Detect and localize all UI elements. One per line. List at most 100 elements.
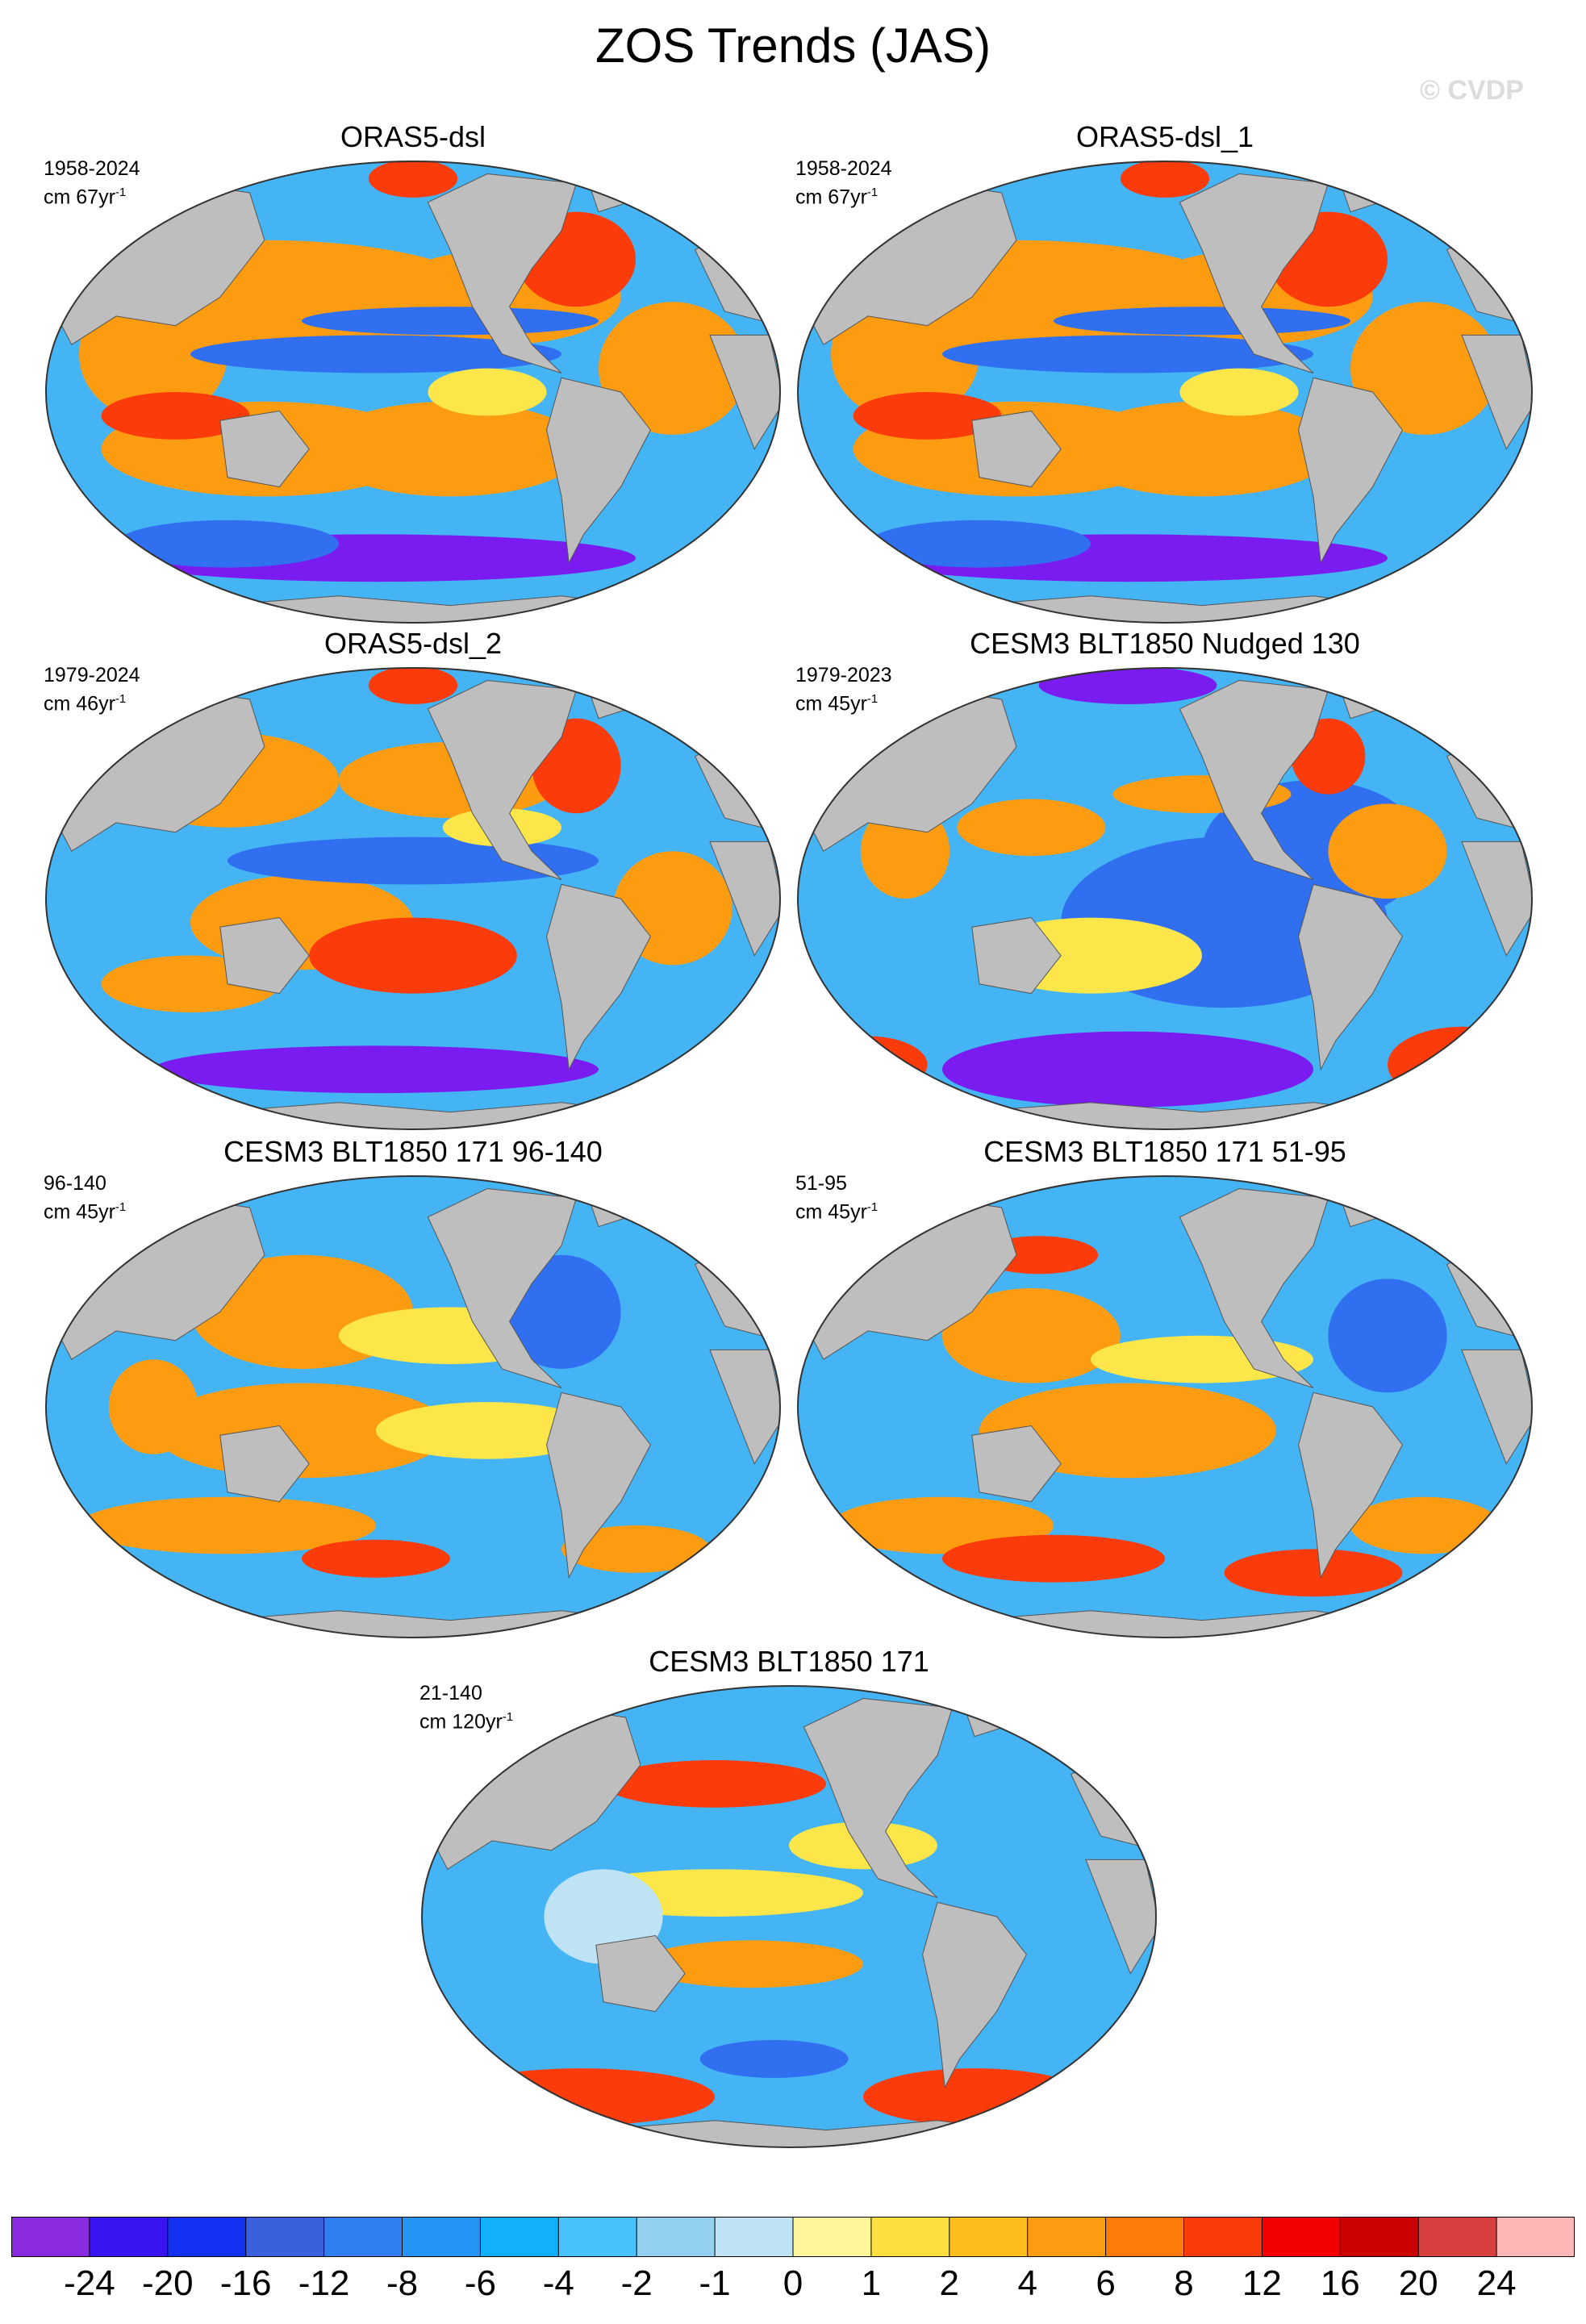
trend-region [942, 335, 1313, 373]
trend-region [447, 2068, 715, 2126]
landmass [709, 334, 780, 450]
colorbar-swatch [793, 2217, 872, 2257]
panel-title: ORAS5-dsl [340, 120, 486, 153]
panel-period: 21-140 [419, 1682, 482, 1704]
colorbar-label: -24 [64, 2264, 115, 2303]
map-panel-4: CESM3 BLT1850 Nudged 130 1979-2023 cm 45… [794, 628, 1536, 1136]
trend-region [422, 1686, 1156, 2147]
map-outline [797, 667, 1533, 1130]
trend-region [116, 519, 339, 568]
panel-units: cm 67yr-1 [44, 181, 140, 209]
figure-title: ZOS Trends (JAS) [595, 19, 991, 73]
trend-region [101, 392, 250, 440]
landmass [546, 377, 651, 565]
panel-meta: 1979-2023 cm 45yr-1 [795, 663, 892, 716]
trend-region [957, 799, 1106, 857]
colorbar-label: 0 [783, 2264, 803, 2303]
panel-period: 1958-2024 [795, 157, 892, 180]
panel-meta: 1979-2024 cm 46yr-1 [44, 663, 140, 716]
units-text: cm 45yr [795, 692, 867, 716]
panel-meta: 1958-2024 cm 67yr-1 [44, 156, 140, 209]
colorbar-swatch [323, 2217, 403, 2257]
trend-region [942, 1288, 1121, 1383]
trend-region [1120, 161, 1210, 198]
units-exponent: -1 [866, 1200, 879, 1214]
trend-region [190, 335, 561, 373]
panel-meta: 51-95 cm 45yr-1 [795, 1171, 878, 1224]
trend-region [1328, 803, 1447, 899]
world-map [421, 1685, 1157, 2148]
trend-region [868, 519, 1091, 568]
colorbar-swatch [11, 2217, 90, 2257]
panel-title: CESM3 BLT1850 171 96-140 [223, 1135, 603, 1168]
colorbar-label: 6 [1096, 2264, 1116, 2303]
colorbar-label: -2 [620, 2264, 653, 2303]
units-text: cm 46yr [44, 692, 115, 716]
trend-region [302, 307, 599, 336]
panel-title: ORAS5-dsl_1 [1075, 120, 1254, 153]
trend-region [561, 1525, 710, 1573]
colorbar-swatch [1027, 2217, 1107, 2257]
colorbar-label: 8 [1174, 2264, 1194, 2303]
trend-region [853, 392, 1002, 440]
trend-region [699, 2039, 849, 2078]
colorbar-label: 1 [861, 2264, 882, 2303]
panel-meta: 96-140 cm 45yr-1 [44, 1171, 126, 1224]
trend-region [603, 1760, 826, 1808]
world-map [797, 161, 1533, 624]
colorbar-swatch [870, 2217, 950, 2257]
units-text: cm 67yr [44, 186, 115, 209]
map-panel-2: ORAS5-dsl_1 1958-2024 cm 67yr-1 [794, 121, 1536, 629]
units-text: cm 45yr [44, 1200, 115, 1224]
panel-period: 51-95 [795, 1172, 847, 1195]
panel-meta: 21-140 cm 120yr-1 [419, 1681, 513, 1734]
panel-title: ORAS5-dsl_2 [323, 627, 503, 660]
landmass [219, 410, 310, 488]
world-map [797, 667, 1533, 1130]
landmass [971, 410, 1062, 488]
colorbar-swatch [245, 2217, 325, 2257]
landmass [546, 883, 651, 1071]
colorbar-label: 20 [1398, 2264, 1438, 2303]
colorbar-swatch [558, 2217, 637, 2257]
units-exponent: -1 [115, 1200, 127, 1214]
units-text: cm 120yr [419, 1710, 503, 1734]
world-map [45, 1175, 781, 1638]
panel-title: CESM3 BLT1850 171 51-95 [983, 1135, 1346, 1168]
colorbar-label: 4 [1017, 2264, 1037, 2303]
trend-region [79, 287, 227, 421]
colorbar-swatch [636, 2217, 716, 2257]
colorbar-swatch [167, 2217, 247, 2257]
panel-units: cm 45yr-1 [44, 1195, 126, 1224]
landmass [709, 1349, 780, 1465]
colorbar-label: 12 [1242, 2264, 1282, 2303]
units-text: cm 67yr [795, 186, 867, 209]
landmass [1085, 1859, 1156, 1975]
units-exponent: -1 [502, 1710, 514, 1724]
trend-region [368, 161, 458, 198]
colorbar-label: -20 [142, 2264, 194, 2303]
colorbar-swatch [480, 2217, 559, 2257]
colorbar-swatch [949, 2217, 1029, 2257]
landmass [219, 916, 310, 995]
colorbar-swatch [1262, 2217, 1341, 2257]
colorbar-label: -4 [542, 2264, 574, 2303]
trend-region [1054, 307, 1350, 336]
trend-region [831, 287, 979, 421]
trend-region [153, 1045, 599, 1094]
colorbar-label: -8 [386, 2264, 419, 2303]
map-outline [421, 1685, 1157, 2148]
trend-region [428, 368, 547, 416]
units-exponent: -1 [866, 692, 879, 706]
trend-region [302, 1539, 450, 1578]
map-panel-3: ORAS5-dsl_2 1979-2024 cm 46yr-1 [42, 628, 784, 1136]
trend-region [108, 1359, 198, 1454]
landmass [1461, 1349, 1532, 1465]
world-map [45, 161, 781, 624]
panel-period: 1958-2024 [44, 157, 140, 180]
panel-period: 1979-2023 [795, 664, 892, 686]
map-outline [45, 1175, 781, 1638]
colorbar-swatch [715, 2217, 794, 2257]
trend-region [1350, 1496, 1499, 1554]
trend-region [368, 668, 458, 704]
